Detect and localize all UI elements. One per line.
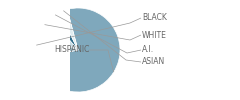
Text: ASIAN: ASIAN	[142, 57, 165, 66]
Wedge shape	[51, 12, 78, 50]
Text: HISPANIC: HISPANIC	[55, 46, 90, 54]
Text: WHITE: WHITE	[142, 30, 167, 40]
Wedge shape	[60, 9, 78, 50]
Wedge shape	[37, 8, 120, 92]
Wedge shape	[36, 32, 78, 58]
Wedge shape	[40, 18, 78, 50]
Text: BLACK: BLACK	[142, 14, 167, 22]
Text: A.I.: A.I.	[142, 46, 154, 54]
